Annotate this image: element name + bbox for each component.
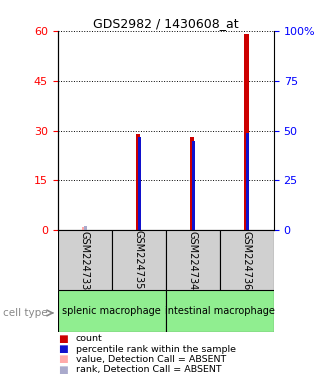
Text: splenic macrophage: splenic macrophage bbox=[62, 306, 161, 316]
Bar bbox=[220, 230, 274, 290]
Bar bbox=[136, 134, 141, 230]
Bar bbox=[58, 230, 112, 290]
Text: percentile rank within the sample: percentile rank within the sample bbox=[76, 344, 236, 354]
Text: intestinal macrophage: intestinal macrophage bbox=[165, 306, 275, 316]
Text: ■: ■ bbox=[58, 354, 68, 364]
Text: GSM224735: GSM224735 bbox=[134, 230, 144, 290]
Text: GSM224734: GSM224734 bbox=[188, 230, 198, 290]
Bar bbox=[166, 290, 274, 332]
Text: ■: ■ bbox=[58, 365, 68, 375]
Bar bbox=[246, 132, 249, 230]
Text: GSM224736: GSM224736 bbox=[242, 230, 252, 290]
Text: ■: ■ bbox=[58, 334, 68, 344]
Bar bbox=[166, 230, 220, 290]
Bar bbox=[138, 137, 141, 230]
Text: ■: ■ bbox=[58, 344, 68, 354]
Bar bbox=[58, 290, 166, 332]
Bar bbox=[84, 227, 87, 230]
Bar bbox=[190, 137, 194, 230]
Text: GSM224733: GSM224733 bbox=[80, 230, 90, 290]
Bar bbox=[112, 230, 166, 290]
Title: GDS2982 / 1430608_at: GDS2982 / 1430608_at bbox=[93, 17, 239, 30]
Text: cell type: cell type bbox=[3, 308, 48, 318]
Bar bbox=[82, 227, 86, 230]
Bar bbox=[244, 34, 248, 230]
Text: count: count bbox=[76, 334, 103, 343]
Text: value, Detection Call = ABSENT: value, Detection Call = ABSENT bbox=[76, 355, 226, 364]
Text: rank, Detection Call = ABSENT: rank, Detection Call = ABSENT bbox=[76, 365, 221, 374]
Bar bbox=[192, 141, 195, 230]
